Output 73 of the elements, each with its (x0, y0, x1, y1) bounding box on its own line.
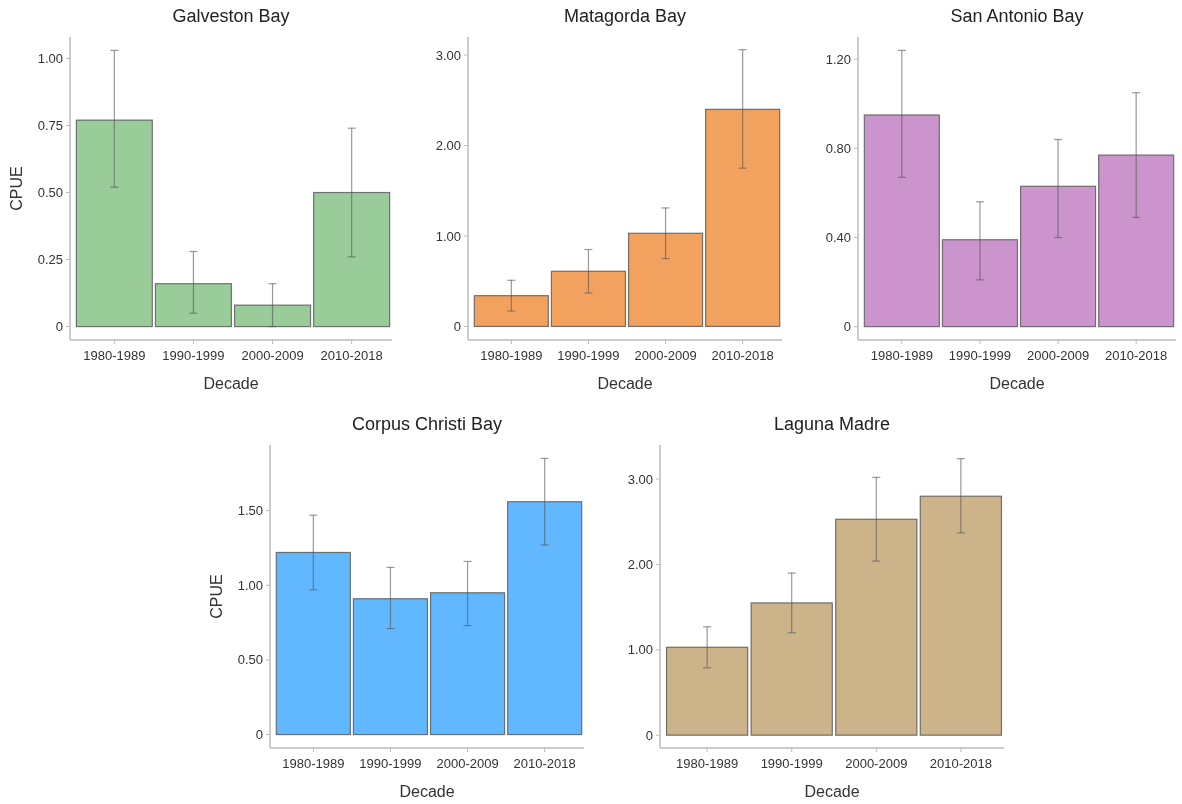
x-tick-label: 1990-1999 (557, 348, 620, 363)
bar (665, 646, 749, 736)
x-tick-label: 2010-2018 (711, 348, 774, 363)
x-tick-label: 1980-1989 (870, 348, 933, 363)
y-tick-label: 1.00 (627, 642, 653, 658)
x-tick-label: 2000-2009 (436, 756, 499, 771)
bar (941, 239, 1019, 328)
x-axis-title: Decade (989, 375, 1045, 392)
x-tick-label: 1980-1989 (282, 756, 345, 771)
y-tick-label: 0 (453, 318, 461, 334)
y-tick-label: 1.50 (237, 503, 263, 519)
bar (919, 495, 1003, 736)
y-tick-label: 0.80 (825, 140, 851, 156)
x-tick-label: 2000-2009 (845, 756, 908, 771)
y-axis-title: CPUE (8, 166, 25, 211)
y-tick-label: 0.75 (37, 118, 63, 134)
y-tick-label: 2.00 (627, 557, 653, 573)
x-axis-title: Decade (399, 783, 455, 800)
bar (473, 295, 549, 328)
x-tick-label: 2000-2009 (1026, 348, 1090, 363)
bar (352, 598, 429, 736)
bar (507, 501, 583, 736)
x-tick-label: 1990-1999 (359, 756, 422, 771)
y-tick-label: 2.00 (435, 138, 461, 154)
bar (750, 602, 833, 736)
x-tick-label: 2010-2018 (929, 756, 992, 771)
bar (429, 592, 506, 736)
y-axis-title: CPUE (208, 574, 225, 619)
x-tick-label: 1980-1989 (83, 348, 146, 363)
chart-title: San Antonio Bay (950, 6, 1084, 26)
bar (835, 518, 918, 736)
chart-title: Corpus Christi Bay (351, 414, 503, 434)
chart-title: Galveston Bay (172, 6, 290, 26)
y-tick-label: 0 (843, 319, 851, 335)
y-tick-label: 0.50 (237, 652, 263, 668)
bar (1098, 154, 1175, 328)
y-tick-label: 3.00 (627, 471, 653, 487)
chart-title: Matagorda Bay (563, 6, 687, 26)
bar (233, 304, 312, 328)
x-tick-label: 1980-1989 (480, 348, 543, 363)
bar (627, 232, 704, 328)
y-tick-label: 0.40 (825, 230, 851, 246)
y-tick-label: 0 (255, 727, 263, 743)
x-tick-label: 2010-2018 (1105, 348, 1168, 363)
bar (1019, 185, 1097, 328)
x-tick-label: 2000-2009 (241, 348, 304, 363)
bar (705, 108, 781, 328)
bar (75, 119, 153, 328)
y-tick-label: 1.20 (825, 51, 851, 67)
x-axis-title: Decade (597, 375, 653, 392)
x-tick-label: 1990-1999 (948, 348, 1012, 363)
y-tick-label: 0.50 (37, 185, 63, 201)
x-tick-label: 1990-1999 (760, 756, 823, 771)
bar (550, 270, 627, 328)
y-tick-label: 1.00 (37, 51, 63, 66)
x-tick-label: 2010-2018 (513, 756, 576, 771)
x-tick-label: 2010-2018 (320, 348, 383, 363)
y-tick-label: 0 (55, 319, 63, 335)
x-tick-label: 2000-2009 (634, 348, 697, 363)
x-tick-label: 1990-1999 (162, 348, 225, 363)
y-tick-label: 1.00 (237, 577, 263, 593)
y-tick-label: 0 (645, 727, 653, 743)
y-tick-label: 1.00 (435, 228, 461, 244)
bar (154, 283, 233, 328)
y-tick-label: 3.00 (435, 47, 461, 63)
x-axis-title: Decade (804, 783, 860, 800)
bar (313, 191, 391, 328)
chart-title: Laguna Madre (773, 414, 891, 434)
bar (863, 114, 940, 328)
y-tick-label: 0.25 (37, 252, 63, 268)
bar (275, 551, 351, 736)
x-axis-title: Decade (203, 375, 259, 392)
x-tick-label: 1980-1989 (676, 756, 739, 771)
